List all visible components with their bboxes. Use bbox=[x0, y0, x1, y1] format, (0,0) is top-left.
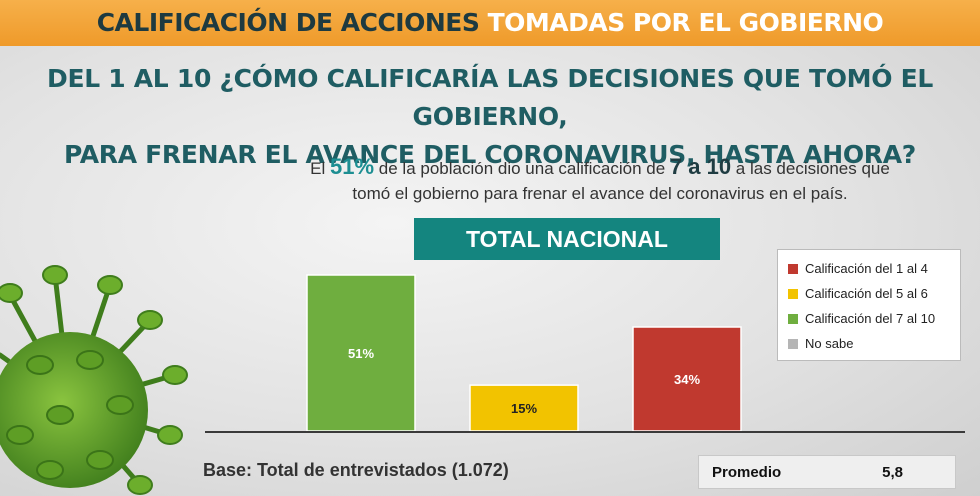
legend-item: Calificación del 5 al 6 bbox=[788, 281, 950, 306]
bar-2 bbox=[469, 384, 579, 432]
legend-swatch bbox=[788, 288, 798, 299]
legend-label: Calificación del 1 al 4 bbox=[805, 261, 928, 276]
header-title-part1: Calificación de acciones bbox=[96, 8, 480, 37]
coronavirus-icon bbox=[0, 265, 188, 495]
bar-3 bbox=[632, 326, 742, 432]
legend-swatch bbox=[788, 313, 798, 324]
header-title-part2: tomadas por el gobierno bbox=[487, 8, 884, 37]
summary-range: 7 a 10 bbox=[669, 154, 732, 179]
promedio-box: Promedio 5,8 bbox=[698, 455, 956, 489]
question-line-1: Del 1 al 10 ¿Cómo calificaría las decisi… bbox=[47, 64, 933, 131]
summary-pre: El bbox=[310, 159, 326, 178]
legend-item: Calificación del 7 al 10 bbox=[788, 306, 950, 331]
survey-question: Del 1 al 10 ¿Cómo calificaría las decisi… bbox=[40, 60, 940, 174]
total-nacional-label: TOTAL NACIONAL bbox=[414, 218, 720, 260]
summary-percent: 51% bbox=[330, 154, 375, 179]
promedio-label: Promedio bbox=[712, 463, 782, 481]
summary-post: a las decisiones que tomó el gobierno pa… bbox=[352, 159, 890, 203]
legend-item: Calificación del 1 al 4 bbox=[788, 256, 950, 281]
bar-1-label: 51% bbox=[348, 346, 374, 361]
legend-swatch bbox=[788, 338, 798, 349]
base-text: Base: Total de entrevistados (1.072) bbox=[203, 460, 509, 480]
legend-label: Calificación del 7 al 10 bbox=[805, 311, 936, 326]
legend-swatch bbox=[788, 263, 798, 274]
legend-item: No sabe bbox=[788, 331, 950, 356]
summary-mid: de la población dio una calificación de bbox=[378, 159, 666, 178]
summary-text: El 51% de la población dio una calificac… bbox=[290, 154, 910, 206]
question-line-2: para frenar el avance del coronavirus, h… bbox=[63, 140, 917, 169]
bar-1 bbox=[306, 274, 416, 432]
bar-3-label: 34% bbox=[674, 372, 700, 387]
promedio-value: 5,8 bbox=[882, 463, 903, 481]
legend-label: Calificación del 5 al 6 bbox=[805, 286, 928, 301]
legend-label: No sabe bbox=[805, 336, 854, 351]
header-banner: Calificación de acciones tomadas por el … bbox=[0, 0, 980, 46]
chart-legend: Calificación del 1 al 4 Calificación del … bbox=[777, 249, 961, 361]
bar-2-label: 15% bbox=[511, 401, 537, 416]
